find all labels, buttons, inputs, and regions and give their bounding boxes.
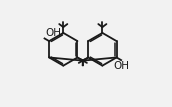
Text: OH: OH bbox=[45, 28, 61, 38]
Text: OH: OH bbox=[113, 61, 129, 71]
